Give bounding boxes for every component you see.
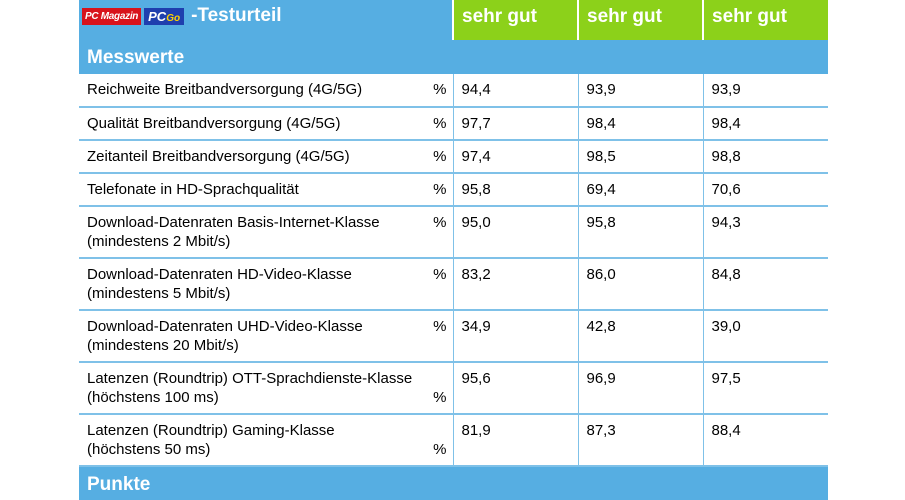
row-value: 83,2 (453, 258, 579, 311)
row-unit: % (433, 181, 447, 198)
test-results-table-frame: PC Magazin PCGo -Testurteil sehr gut seh… (79, 0, 828, 500)
row-label: Reichweite Breitbandversorgung (4G/5G) (87, 81, 363, 98)
row-value: 98,8 (703, 140, 828, 174)
row-value: 42,8 (578, 310, 704, 363)
row-value: 84,8 (703, 258, 828, 311)
section-row-messwerte: Messwerte (79, 40, 828, 74)
row-label: Telefonate in HD-Sprachqualität (87, 181, 299, 198)
row-label-line2: (höchstens 100 ms) (87, 389, 219, 406)
row-value: 95,8 (578, 206, 704, 259)
pc-magazin-logo: PC Magazin (82, 7, 142, 25)
table-row: Latenzen (Roundtrip) Gaming-Klasse (höchs… (79, 414, 828, 467)
row-label-line2: (höchstens 50 ms) (87, 441, 211, 458)
row-label: Latenzen (Roundtrip) Gaming-Klasse (höchs… (87, 421, 335, 459)
table-row: Latenzen (Roundtrip) OTT-Sprachdienste-K… (79, 362, 828, 415)
table-row: Telefonate in HD-Sprachqualität% 95,8 69… (79, 173, 828, 207)
row-value: 98,4 (703, 107, 828, 141)
test-results-table: PC Magazin PCGo -Testurteil sehr gut seh… (79, 0, 828, 500)
row-value: 88,4 (703, 414, 828, 467)
row-value: 39,0 (703, 310, 828, 363)
row-unit: % (433, 266, 447, 283)
row-value: 93,9 (703, 74, 828, 108)
row-value: 96,9 (578, 362, 704, 415)
row-unit: % (433, 81, 447, 98)
row-label: Download-Datenraten Basis-Internet-Klass… (87, 213, 380, 251)
row-value: 94,3 (703, 206, 828, 259)
row-value: 94,4 (453, 74, 579, 108)
header-label-cell: PC Magazin PCGo -Testurteil (79, 0, 453, 40)
row-value: 95,0 (453, 206, 579, 259)
section-title-messwerte: Messwerte (79, 40, 828, 74)
row-value: 95,6 (453, 362, 579, 415)
verdict-1: sehr gut (452, 0, 578, 40)
row-label: Download-Datenraten HD-Video-Klasse (mind… (87, 265, 352, 303)
row-label: Latenzen (Roundtrip) OTT-Sprachdienste-K… (87, 369, 412, 407)
row-value: 70,6 (703, 173, 828, 207)
row-value: 98,5 (578, 140, 704, 174)
row-value: 98,4 (578, 107, 704, 141)
row-value: 86,0 (578, 258, 704, 311)
row-label-line1: Download-Datenraten UHD-Video-Klasse (87, 318, 363, 335)
row-unit: % (433, 318, 447, 335)
pcgo-logo: PCGo (144, 7, 185, 25)
table-row: Zeitanteil Breitbandversorgung (4G/5G)% … (79, 140, 828, 174)
row-value: 87,3 (578, 414, 704, 467)
row-label-line1: Latenzen (Roundtrip) OTT-Sprachdienste-K… (87, 370, 413, 387)
verdict-3: sehr gut (702, 0, 828, 40)
row-unit: % (433, 214, 447, 231)
table-row: Qualität Breitbandversorgung (4G/5G)% 97… (79, 107, 828, 141)
magazine-logos: PC Magazin PCGo -Testurteil (82, 5, 282, 27)
row-value: 97,7 (453, 107, 579, 141)
row-label-line1: Download-Datenraten Basis-Internet-Klass… (87, 214, 380, 231)
row-label: Qualität Breitbandversorgung (4G/5G) (87, 115, 341, 132)
header-row: PC Magazin PCGo -Testurteil sehr gut seh… (79, 0, 828, 40)
table-row: Download-Datenraten UHD-Video-Klasse (min… (79, 310, 828, 363)
row-value: 69,4 (578, 173, 704, 207)
row-value: 97,4 (453, 140, 579, 174)
pcgo-logo-go: Go (166, 12, 181, 24)
row-label-line2: (mindestens 20 Mbit/s) (87, 337, 239, 354)
table-row: Download-Datenraten HD-Video-Klasse (mind… (79, 258, 828, 311)
row-unit: % (433, 115, 447, 132)
row-label-line2: (mindestens 5 Mbit/s) (87, 285, 231, 302)
section-row-punkte: Punkte (79, 466, 828, 500)
row-label-line1: Latenzen (Roundtrip) Gaming-Klasse (87, 422, 335, 439)
row-value: 97,5 (703, 362, 828, 415)
row-unit: % (433, 441, 447, 458)
row-value: 95,8 (453, 173, 579, 207)
testurteil-title: -Testurteil (191, 5, 282, 26)
table-row: Download-Datenraten Basis-Internet-Klass… (79, 206, 828, 259)
row-unit: % (433, 148, 447, 165)
row-label-line2: (mindestens 2 Mbit/s) (87, 233, 231, 250)
row-label-line1: Download-Datenraten HD-Video-Klasse (87, 266, 352, 283)
verdict-2: sehr gut (577, 0, 703, 40)
row-unit: % (433, 389, 447, 406)
pcgo-logo-pc: PC (148, 8, 167, 24)
row-label: Zeitanteil Breitbandversorgung (4G/5G) (87, 148, 350, 165)
row-value: 81,9 (453, 414, 579, 467)
table-row: Reichweite Breitbandversorgung (4G/5G)% … (79, 74, 828, 108)
row-label: Download-Datenraten UHD-Video-Klasse (min… (87, 317, 363, 355)
section-title-punkte: Punkte (79, 466, 828, 500)
row-value: 34,9 (453, 310, 579, 363)
row-value: 93,9 (578, 74, 704, 108)
